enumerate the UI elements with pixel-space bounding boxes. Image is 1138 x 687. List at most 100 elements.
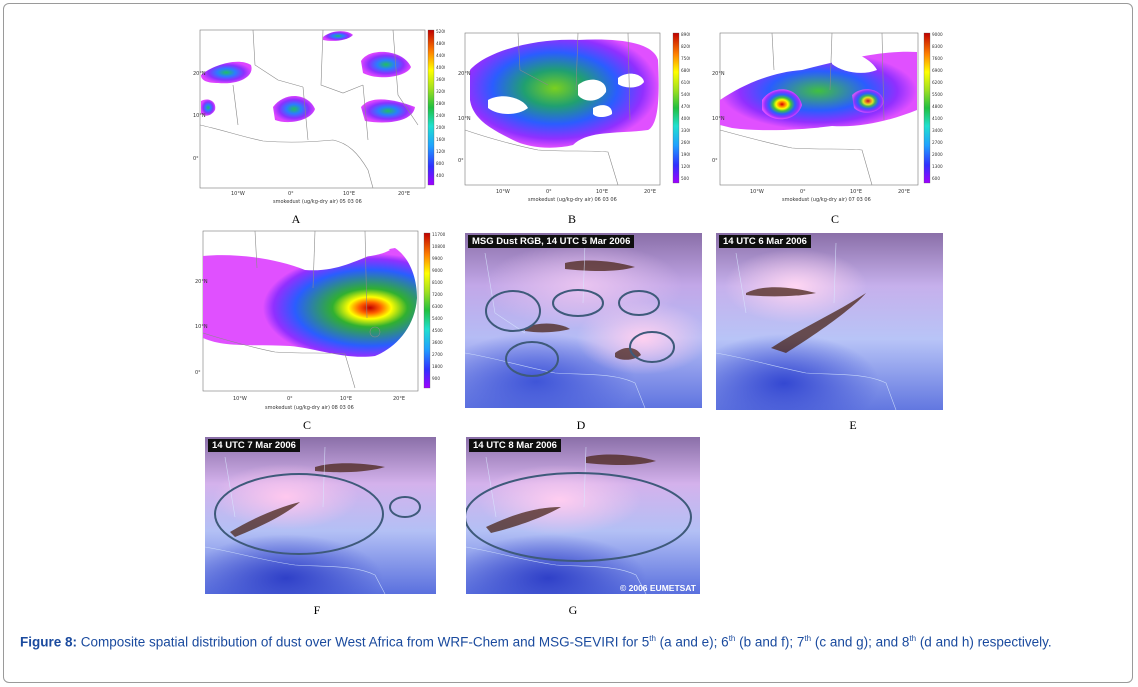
svg-text:5400: 5400 [681, 92, 690, 97]
panel-d-timestamp: MSG Dust RGB, 14 UTC 5 Mar 2006 [468, 235, 635, 248]
panel-e-timestamp: 14 UTC 6 Mar 2006 [719, 235, 811, 248]
panel-b-model-map: 20°N 10°N 0° 10°W 0° 10°E 20°E smokedust… [458, 30, 690, 205]
lat-tick: 10°N [712, 116, 725, 122]
map-footer: smokedust (ug/kg-dry air) 07 03 06 [782, 197, 871, 203]
svg-text:4000: 4000 [436, 65, 445, 70]
colorbar-ticks: 8900 8200 7500 6800 6100 5400 4700 4000 … [681, 32, 690, 181]
panel-b-label: B [567, 212, 576, 226]
svg-text:3300: 3300 [681, 128, 690, 133]
svg-text:2400: 2400 [436, 113, 445, 118]
svg-text:4400: 4400 [436, 53, 445, 58]
lon-tick: 10°E [596, 189, 608, 195]
lon-tick: 0° [287, 396, 293, 402]
svg-text:2800: 2800 [436, 101, 445, 106]
caption-text: (d and h) respectively. [916, 634, 1052, 650]
lon-tick: 0° [800, 189, 806, 195]
svg-text:6900: 6900 [932, 68, 943, 73]
svg-text:8300: 8300 [932, 44, 943, 49]
lat-tick: 20°N [458, 71, 471, 77]
lat-tick: 0° [193, 156, 199, 162]
lon-tick: 20°E [644, 189, 656, 195]
caption-superscript: th [728, 634, 736, 643]
lon-tick: 10°W [496, 189, 510, 195]
lat-tick: 20°N [712, 71, 725, 77]
figure-caption: Figure 8: Composite spatial distribution… [20, 630, 1118, 652]
panel-c2-label: C [302, 418, 311, 432]
svg-text:6300: 6300 [432, 304, 443, 309]
svg-text:4800: 4800 [932, 104, 943, 109]
svg-text:5400: 5400 [432, 316, 443, 321]
svg-text:9000: 9000 [932, 32, 943, 37]
svg-text:7200: 7200 [432, 292, 443, 297]
svg-text:2700: 2700 [932, 140, 943, 145]
lon-tick: 10°W [233, 396, 247, 402]
lon-tick: 0° [546, 189, 552, 195]
svg-text:4800: 4800 [436, 41, 445, 46]
caption-superscript: th [804, 634, 812, 643]
figure-number: Figure 8: [20, 634, 78, 650]
svg-text:1200: 1200 [436, 149, 445, 154]
lon-tick: 10°E [850, 189, 862, 195]
panel-c-model-map: 20°N 10°N 0° 10°W 0° 10°E 20°E smokedust… [712, 30, 947, 205]
svg-text:2000: 2000 [436, 125, 445, 130]
lat-tick: 20°N [193, 71, 206, 77]
svg-text:8900: 8900 [681, 32, 690, 37]
svg-text:600: 600 [932, 176, 940, 181]
panel-f-label: F [313, 603, 321, 617]
svg-text:9000: 9000 [432, 268, 443, 273]
panel-f-timestamp: 14 UTC 7 Mar 2006 [208, 439, 300, 452]
svg-text:2000: 2000 [932, 152, 943, 157]
svg-text:6800: 6800 [681, 68, 690, 73]
svg-text:400: 400 [436, 173, 444, 178]
caption-text: (c and g); and 8 [811, 634, 910, 650]
svg-text:3400: 3400 [932, 128, 943, 133]
svg-text:900: 900 [432, 376, 440, 381]
lon-tick: 20°E [398, 191, 410, 197]
panel-d-satellite-image: MSG Dust RGB, 14 UTC 5 Mar 2006 [465, 233, 702, 408]
caption-superscript: th [909, 634, 917, 643]
map-footer: smokedust (ug/kg-dry air) 05 03 06 [273, 199, 362, 205]
panel-g-satellite-image: 14 UTC 8 Mar 2006 © 2006 EUMETSAT [466, 437, 700, 594]
panel-a-model-map: 20°N 10°N 0° 10°W 0° 10°E 20°E smokedust… [193, 25, 445, 205]
panel-e-satellite-image: 14 UTC 6 Mar 2006 [716, 233, 943, 410]
lon-tick: 0° [288, 191, 294, 197]
svg-text:1300: 1300 [932, 164, 943, 169]
svg-text:1200: 1200 [681, 164, 690, 169]
svg-text:3600: 3600 [432, 340, 443, 345]
svg-text:3600: 3600 [436, 77, 445, 82]
svg-text:11700: 11700 [432, 232, 445, 237]
lat-tick: 0° [195, 370, 201, 376]
svg-text:8200: 8200 [681, 44, 690, 49]
colorbar-ticks: 5200 4800 4400 4000 3600 3200 2800 2400 … [436, 29, 445, 178]
lat-tick: 0° [712, 158, 718, 164]
panel-e-label: E [849, 418, 857, 432]
panel-c2-model-map: 20°N 10°N 0° 10°W 0° 10°E 20°E smokedust… [195, 228, 445, 413]
panel-g-timestamp: 14 UTC 8 Mar 2006 [469, 439, 561, 452]
caption-text: Composite spatial distribution of dust o… [77, 634, 650, 650]
panel-g-label: G [568, 603, 578, 617]
svg-text:7600: 7600 [932, 56, 943, 61]
caption-superscript: th [649, 634, 656, 643]
caption-text: (b and f); 7 [735, 634, 805, 650]
svg-text:500: 500 [681, 176, 689, 181]
svg-text:7500: 7500 [681, 56, 690, 61]
svg-text:1800: 1800 [432, 364, 443, 369]
eumetsat-credit: © 2006 EUMETSAT [619, 583, 696, 593]
map-footer: smokedust (ug/kg-dry air) 06 03 06 [528, 197, 617, 203]
colorbar-ticks: 11700 10800 9900 9000 8100 7200 6300 540… [432, 232, 445, 381]
lat-tick: 0° [458, 158, 464, 164]
panel-f-satellite-image: 14 UTC 7 Mar 2006 [205, 437, 436, 594]
svg-text:1900: 1900 [681, 152, 690, 157]
map-footer: smokedust (ug/kg-dry air) 08 03 06 [265, 405, 354, 411]
panel-c-label: C [830, 212, 839, 226]
lat-tick: 10°N [458, 116, 471, 122]
svg-text:6100: 6100 [681, 80, 690, 85]
svg-text:4000: 4000 [681, 116, 690, 121]
svg-text:4700: 4700 [681, 104, 690, 109]
colorbar-ticks: 9000 8300 7600 6900 6200 5500 4800 4100 … [932, 32, 943, 181]
lon-tick: 20°E [393, 396, 405, 402]
svg-text:5200: 5200 [436, 29, 445, 34]
svg-text:2600: 2600 [681, 140, 690, 145]
panel-a-label: A [291, 212, 301, 226]
svg-text:2700: 2700 [432, 352, 443, 357]
